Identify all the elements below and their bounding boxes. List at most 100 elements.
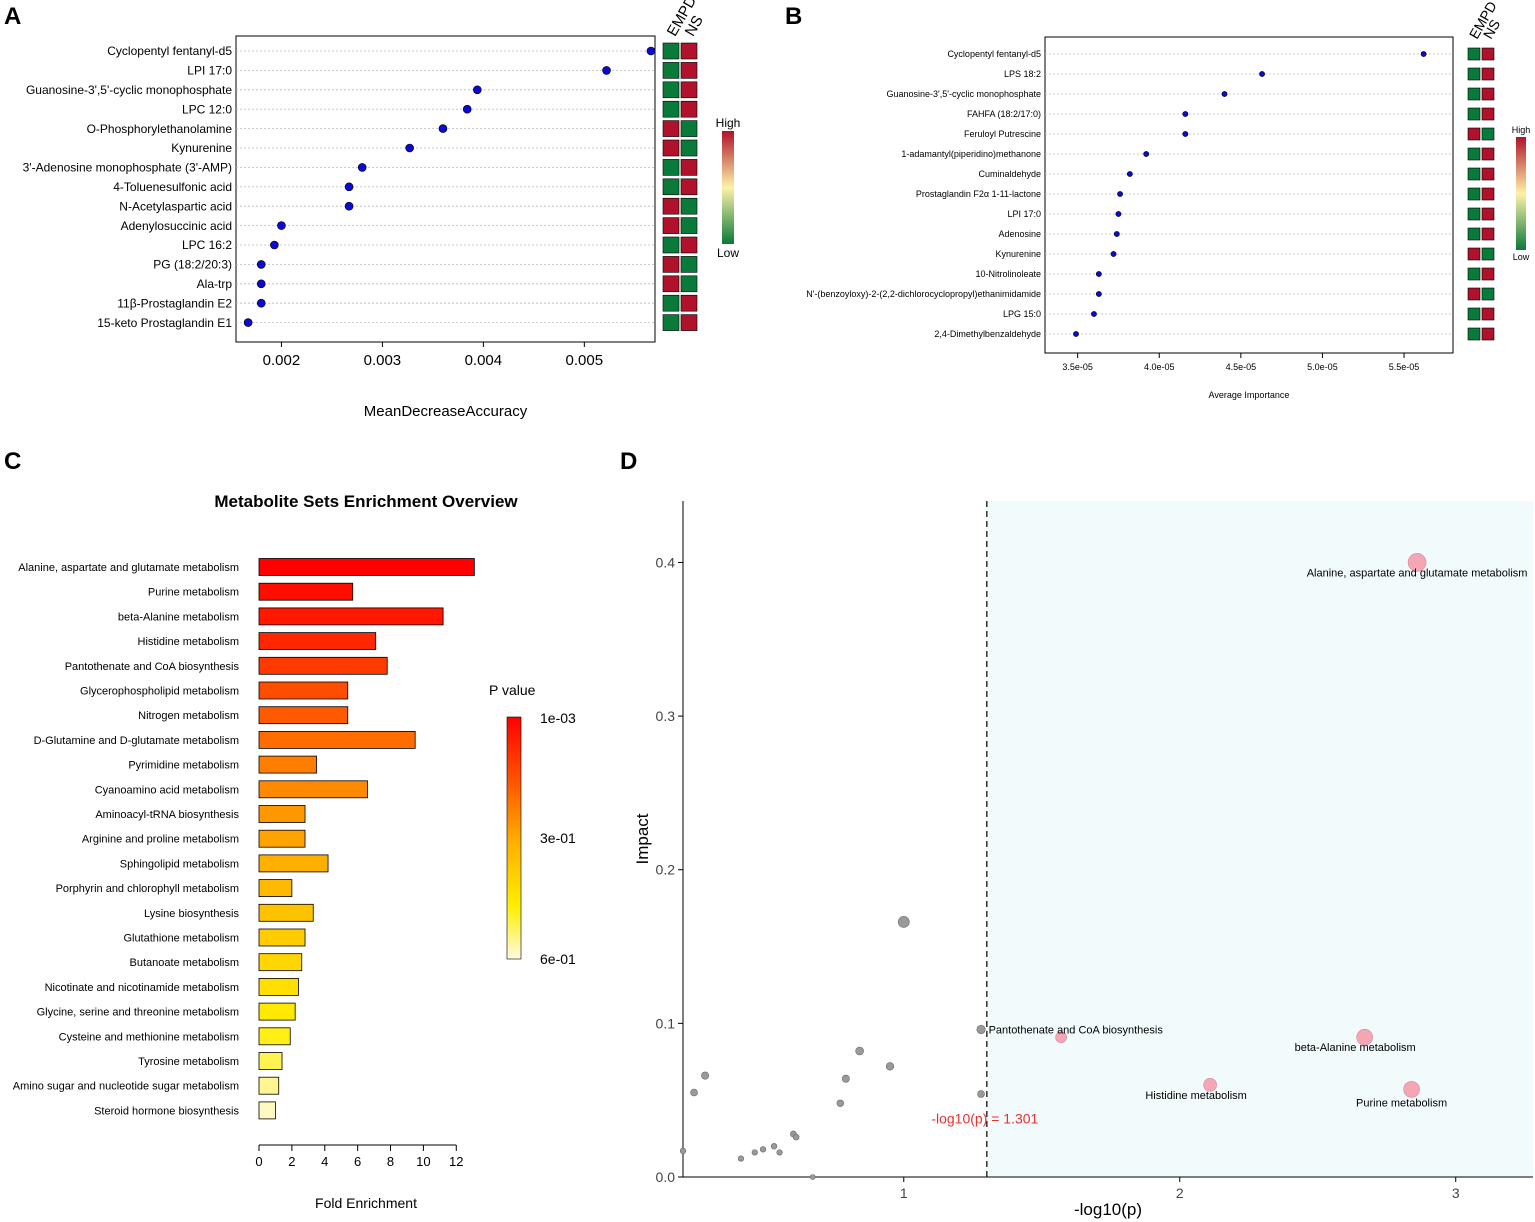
category-label: Butanoate metabolism [130,957,239,969]
heat-cell-empd [1467,127,1481,141]
category-label: Nitrogen metabolism [138,710,239,722]
category-label: Sphingolipid metabolism [120,858,239,870]
importance-point [1073,331,1079,337]
pathway-label: Histidine metabolism [1145,1090,1246,1102]
importance-point [1115,211,1122,217]
significant-pathway-point [1055,1031,1067,1043]
enrichment-bar [258,607,444,626]
pathway-point [841,1074,850,1083]
pathway-point [855,1046,864,1056]
panel-b: B Cyclopentyl fentanyl-d5 LPS 18:2 Guanosin… [770,0,1535,430]
category-label: Arginine and proline metabolism [82,834,239,846]
x-axis-label: MeanDecreaseAccuracy [364,403,528,420]
enrichment-bar [258,730,416,749]
chart-c: C Metabolite Sets Enrichment Overview Alan… [4,448,576,1211]
feature-label: Ala-trp [197,277,233,291]
heat-cell-empd [662,275,680,293]
category-label: Purine metabolism [148,587,239,599]
heat-cell-empd [1467,87,1481,101]
feature-label: Cyclopentyl fentanyl-d5 [107,44,232,58]
importance-point [1259,71,1265,77]
x-axis-label: -log10(p) [1074,1200,1142,1219]
heat-cell-empd [662,42,680,60]
heat-cell-ns [680,275,698,293]
heat-cell-empd [662,120,680,137]
pathway-label: Alanine, aspartate and glutamate metabol… [1307,567,1528,579]
feature-label: Guanosine-3',5'-cyclic monophosphate [26,83,232,97]
heat-cell-ns [680,178,698,196]
feature-label: LPC 16:2 [182,238,232,252]
feature-label: LPI 17:0 [1007,209,1041,219]
feature-label: Cuminaldehyde [978,169,1041,179]
pathway-point [776,1149,783,1156]
panel-a: A Cyclopentyl fentanyl-d5 LPI 17:0 Guanosin… [0,0,760,430]
category-label: Cysteine and methionine metabolism [59,1031,239,1043]
legend-low-label: Low [1513,252,1530,262]
heat-cell-ns [1481,187,1495,201]
x-tick-label: 0.004 [465,352,503,369]
heat-cell-ns [1481,147,1495,161]
significant-pathway-point [1407,553,1427,572]
chart-b: B Cyclopentyl fentanyl-d5 LPS 18:2 Guanosin… [785,0,1531,400]
importance-point [256,260,266,269]
x-tick-label: 10 [416,1154,430,1169]
x-tick-label: 3.5e-05 [1062,362,1093,372]
pathway-label: beta-Alanine metabolism [1295,1042,1416,1054]
importance-point [256,298,266,308]
heat-cell-empd [662,159,680,176]
heat-cell-ns [1481,87,1495,101]
enrichment-bar [258,978,299,996]
pathway-label: Purine metabolism [1356,1097,1447,1109]
category-label: Histidine metabolism [138,636,239,648]
pathway-point [836,1099,844,1107]
y-axis-label: Impact [633,813,652,864]
category-label: Amino sugar and nucleotide sugar metabol… [13,1081,239,1093]
category-label: Tyrosine metabolism [138,1056,239,1068]
pathway-label: Pantothenate and CoA biosynthesis [989,1025,1164,1037]
pathway-point [679,1147,687,1154]
legend-colorbar [722,131,734,244]
feature-label: Kynurenine [171,141,232,155]
enrichment-bar [258,1052,283,1070]
heat-cell-empd [662,197,680,215]
legend-high-label: High [1512,125,1531,135]
feature-label: Prostaglandin F2α 1-11-lactone [916,189,1041,199]
x-tick-label: 4.5e-05 [1226,362,1257,372]
y-tick-label: 0.1 [656,1015,676,1031]
heat-cell-ns [1481,307,1495,321]
x-axis-label: Fold Enrichment [315,1195,417,1211]
feature-label: 1-adamantyl(piperidino)methanone [901,149,1041,159]
enrichment-bar [258,780,368,799]
enrichment-bar [258,854,329,873]
heat-cell-empd [662,81,680,99]
x-tick-label: 6 [354,1154,361,1169]
heat-cell-ns [680,100,698,118]
feature-label: PG (18:2/20:3) [153,258,232,272]
feature-label: Adenosine [998,229,1041,239]
heat-cell-empd [662,256,680,273]
feature-label: LPC 12:0 [182,102,232,116]
category-label: Pyrimidine metabolism [128,760,239,772]
feature-label: FAHFA (18:2/17:0) [967,109,1041,119]
panel-letter: B [785,3,802,30]
x-tick-label: 8 [387,1154,394,1169]
heat-cell-ns [1481,47,1495,61]
category-label: Aminoacyl-tRNA biosynthesis [95,809,239,821]
heat-cell-ns [680,81,698,99]
feature-label: 10-Nitrolinoleate [975,269,1041,279]
enrichment-bar [258,558,475,576]
heat-cell-ns [1481,107,1495,121]
category-label: Pantothenate and CoA biosynthesis [65,661,240,673]
panel-letter: A [4,3,21,30]
x-tick-label: 2 [1176,1185,1184,1201]
heat-cell-ns [680,256,698,273]
heat-cell-empd [1467,307,1481,321]
x-tick-label: 0.003 [364,352,402,369]
enrichment-bar [258,681,349,700]
x-tick-label: 4 [321,1154,328,1169]
category-label: Alanine, aspartate and glutamate metabol… [18,562,239,574]
feature-label: LPS 18:2 [1004,69,1041,79]
heat-cell-ns [1481,267,1495,281]
heat-cell-ns [1481,127,1495,141]
pathway-point [701,1071,710,1080]
